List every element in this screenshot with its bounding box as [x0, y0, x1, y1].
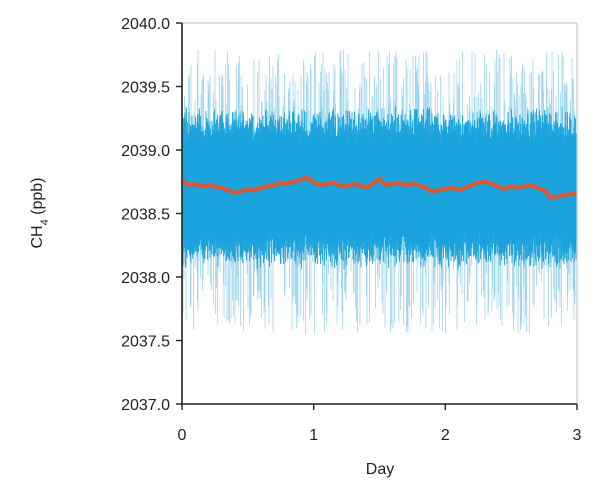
y-axis-title-main: CH: [29, 225, 46, 248]
y-tick-label: 2038.5: [121, 207, 170, 224]
x-tick-label: 1: [309, 427, 318, 444]
y-axis-title: CH4 (ppb): [29, 177, 51, 248]
x-axis-title: Day: [366, 461, 394, 478]
y-tick-label: 2037.0: [121, 397, 170, 414]
y-axis-ticks: 2037.0 2037.5 2038.0 2038.5 2039.0 2039.5 2040…: [121, 16, 182, 414]
y-tick-label: 2038.0: [121, 270, 170, 287]
y-axis-title-subscript: 4: [39, 219, 51, 225]
y-axis-title-unit: (ppb): [29, 177, 46, 219]
x-tick-label: 0: [178, 427, 187, 444]
y-tick-label: 2037.5: [121, 334, 170, 351]
smoothed-series-line: [180, 175, 577, 201]
x-tick-label: 2: [441, 427, 450, 444]
x-axis-ticks: 0 1 2 3: [178, 404, 582, 444]
y-tick-label: 2039.5: [121, 80, 170, 97]
x-tick-label: 3: [573, 427, 582, 444]
y-tick-label: 2039.0: [121, 143, 170, 160]
y-tick-label: 2040.0: [121, 16, 170, 33]
